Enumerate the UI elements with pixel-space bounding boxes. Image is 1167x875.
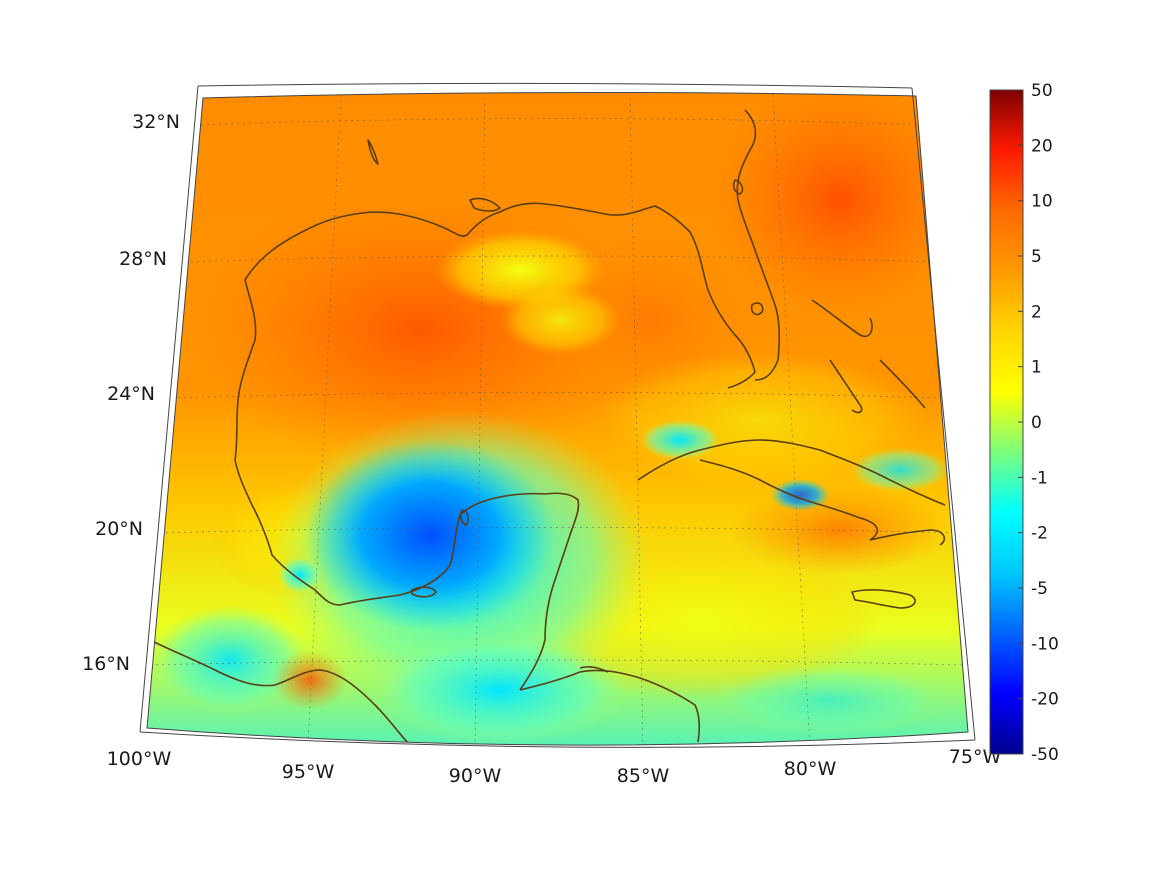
colorbar-tick-label: -5 [1031, 579, 1048, 599]
lon-label: 100°W [107, 748, 172, 770]
colorbar-tick-label: 20 [1031, 136, 1053, 156]
map-field [147, 92, 968, 746]
colorbar-tick-label: 1 [1031, 358, 1042, 378]
lat-label: 24°N [107, 383, 155, 405]
colorbar-tick-label: 2 [1031, 302, 1042, 322]
colorbar-tick-label: -50 [1031, 745, 1059, 765]
lon-label: 90°W [449, 765, 502, 787]
colorbar-tick-label: 5 [1031, 247, 1042, 267]
colorbar-tick-label: 0 [1031, 413, 1042, 433]
lat-label: 20°N [95, 518, 143, 540]
coastlines [149, 109, 946, 746]
colorbar-segments [990, 90, 1023, 754]
map-frame [139, 82, 976, 748]
lat-label: 16°N [82, 653, 130, 675]
colorbar-tick-label: 10 [1031, 192, 1053, 212]
graticule [149, 92, 963, 746]
colorbar-tick-label: -20 [1031, 690, 1059, 710]
colorbar-tick-label: 50 [1031, 81, 1053, 101]
colorbar-tick-label: -10 [1031, 634, 1059, 654]
colorbar-tick-label: -1 [1031, 468, 1048, 488]
latitude-labels: 32°N 28°N 24°N 20°N 16°N [82, 111, 180, 675]
lon-label: 95°W [282, 761, 335, 783]
longitude-labels: 100°W 95°W 90°W 85°W 80°W 75°W [107, 746, 1002, 787]
lon-label: 85°W [617, 765, 670, 787]
lon-label: 75°W [949, 746, 1002, 768]
colorbar-gradient [990, 90, 1023, 754]
lat-label: 32°N [132, 111, 180, 133]
colorbar-tick-label: -2 [1031, 524, 1048, 544]
lat-label: 28°N [119, 248, 167, 270]
lon-label: 80°W [784, 758, 837, 780]
